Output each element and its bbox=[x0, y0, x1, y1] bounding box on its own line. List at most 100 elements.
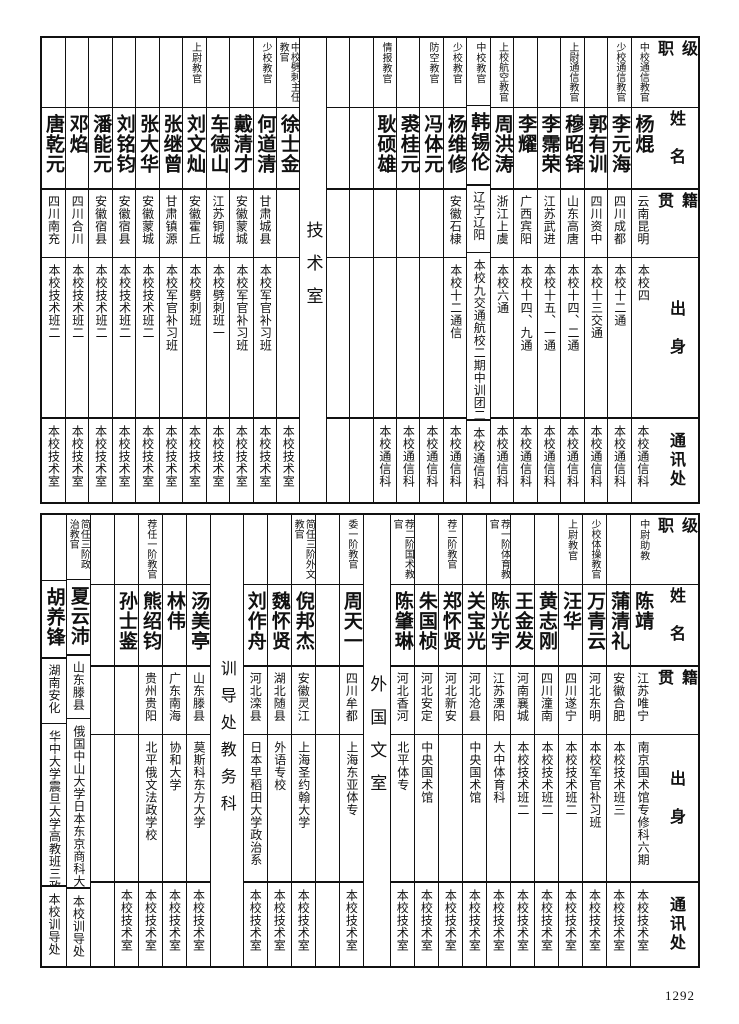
roster-column: 裘桂元 本校通信科 bbox=[396, 38, 420, 502]
cell-education-text: 南京国术馆专修科六期 bbox=[636, 741, 651, 866]
cell-origin-text: 辽宁辽阳 bbox=[471, 191, 486, 242]
cell-name: 徐士金 bbox=[276, 108, 300, 190]
cell-contact-text: 本校技术室 bbox=[167, 889, 182, 952]
cell-contact-text: 本校通信科 bbox=[448, 425, 463, 488]
cell-rank bbox=[136, 38, 159, 108]
cell-education-text: 本校军官补习班 bbox=[588, 741, 603, 829]
cell-origin: 山东滕县 bbox=[66, 656, 90, 719]
cell-origin-text: 安徽蒙城 bbox=[140, 195, 155, 245]
cell-contact-text: 本校通信科 bbox=[518, 425, 533, 488]
cell-contact: 本校通信科 bbox=[490, 418, 514, 502]
cell-origin-text: 四川南充 bbox=[46, 195, 61, 245]
cell-education-text: 本校技术班二 bbox=[94, 264, 109, 339]
cell-education: 上海东亚体专 bbox=[339, 735, 363, 882]
cell-rank-text: 荐一阶体育教官 bbox=[487, 519, 510, 579]
cell-contact bbox=[315, 882, 339, 966]
cell-origin: 四川遂宁 bbox=[558, 667, 582, 735]
cell-name-text: 刘铭钧 bbox=[113, 114, 136, 174]
cell-education-text: 中央国术馆 bbox=[467, 741, 482, 804]
cell-contact-text: 本校通信科 bbox=[635, 425, 650, 488]
cell-rank-text: 少校通信教官 bbox=[613, 42, 625, 102]
roster-column: 上校航空教官 周洪涛 浙江上虞 本校六通 本校通信科 bbox=[489, 38, 514, 502]
cell-origin: 河北安定 bbox=[414, 667, 438, 735]
cell-name: 邓焰 bbox=[65, 108, 89, 190]
cell-origin-text: 河北香河 bbox=[395, 672, 410, 722]
cell-education bbox=[397, 258, 420, 418]
cell-education-text: 本校技术班二 bbox=[563, 741, 578, 816]
cell-rank: 简任三阶政治教官 bbox=[66, 515, 90, 580]
cell-education bbox=[420, 258, 443, 418]
cell-origin: 山东高唐 bbox=[561, 190, 584, 258]
roster-column: 委一阶教官 周天一 四川牟都 上海东亚体专 本校技术室 bbox=[338, 515, 363, 966]
cell-name: 周洪涛 bbox=[490, 108, 514, 190]
cell-name-text: 陈光宇 bbox=[487, 591, 510, 651]
cell-rank-text: 上尉教官 bbox=[565, 519, 577, 561]
cell-education: 中央国术馆 bbox=[462, 735, 486, 882]
cell-rank-text: 上尉教官 bbox=[189, 42, 201, 84]
cell-origin: 安徽霍丘 bbox=[183, 190, 206, 258]
cell-education-text: 华中大学震旦大学高教班三政 bbox=[47, 729, 62, 887]
header-education-text: 出身 bbox=[667, 299, 686, 376]
roster-column: 戴清才 安徽蒙城 本校军官补习班 本校技术室 bbox=[229, 38, 253, 502]
cell-name-text: 黄志刚 bbox=[536, 591, 558, 651]
cell-origin: 四川资中 bbox=[584, 190, 608, 258]
cell-contact-text: 本校技术室 bbox=[563, 889, 578, 952]
roster-column: 黄志刚 四川潼南 本校技术班二 本校技术室 bbox=[533, 515, 558, 966]
cell-education-text: 大中体育科 bbox=[491, 741, 506, 804]
cell-origin: 河南襄城 bbox=[510, 667, 534, 735]
header-rank: 级职 bbox=[654, 515, 698, 585]
cell-origin-text: 四川遂宁 bbox=[563, 672, 578, 722]
cell-name: 魏怀贤 bbox=[267, 585, 291, 667]
roster-column: 防空教官 冯体元 本校通信科 bbox=[419, 38, 443, 502]
cell-name-text: 徐士金 bbox=[277, 114, 300, 174]
cell-education bbox=[276, 258, 300, 418]
cell-education-text: 俄国中山大学日本东京商科大学 bbox=[71, 724, 86, 889]
cell-name bbox=[90, 585, 114, 667]
cell-rank-text: 少校体操教官 bbox=[589, 519, 601, 579]
cell-name: 杨维修 bbox=[443, 108, 467, 190]
cell-name: 戴清才 bbox=[230, 108, 253, 190]
cell-rank bbox=[112, 38, 136, 108]
cell-origin: 江苏溧阳 bbox=[486, 667, 510, 735]
cell-name: 李霈荣 bbox=[537, 108, 561, 190]
cell-origin-text: 河北新安 bbox=[443, 672, 458, 722]
header-education: 出身 bbox=[654, 735, 698, 882]
roster-column: 汤美亭 山东滕县 莫斯科东方大学 本校技术室 bbox=[185, 515, 210, 966]
cell-origin-text: 贵州贵阳 bbox=[143, 672, 158, 722]
cell-rank: 上尉通信教官 bbox=[561, 38, 584, 108]
cell-education-text: 本校技术班二 bbox=[117, 264, 132, 339]
cell-education: 莫斯科东方大学 bbox=[186, 735, 210, 882]
cell-contact: 本校技术室 bbox=[390, 882, 414, 966]
cell-contact-text: 本校技术室 bbox=[70, 425, 85, 488]
roster-column: 荐二阶教官 郑怀贤 河北新安 本校技术室 bbox=[437, 515, 462, 966]
cell-contact: 本校技术室 bbox=[276, 418, 300, 502]
header-origin-text: 籍贯 bbox=[655, 669, 698, 707]
cell-name: 陈靖 bbox=[630, 585, 654, 667]
cell-education: 南京国术馆专修科六期 bbox=[630, 735, 654, 882]
cell-education: 本校十二通信 bbox=[443, 258, 467, 418]
cell-name-text: 魏怀贤 bbox=[268, 591, 291, 651]
cell-contact: 本校技术室 bbox=[253, 418, 276, 502]
cell-name-text: 耿硕雄 bbox=[374, 114, 397, 174]
cell-rank: 少校教官 bbox=[443, 38, 467, 108]
cell-rank bbox=[414, 515, 438, 585]
header-column: 级职 姓名 籍贯 出身 通讯处 bbox=[654, 38, 698, 502]
cell-rank bbox=[315, 515, 339, 585]
roster-column: 上尉教官 汪华 四川遂宁 本校技术班二 本校技术室 bbox=[557, 515, 582, 966]
cell-contact: 本校技术室 bbox=[534, 882, 558, 966]
cell-rank bbox=[510, 515, 534, 585]
cell-rank: 荐任一阶教官 bbox=[138, 515, 162, 585]
header-name-text: 姓名 bbox=[667, 587, 686, 663]
cell-name-text: 李耀 bbox=[515, 114, 537, 154]
cell-rank bbox=[65, 38, 89, 108]
cell-contact: 本校技术室 bbox=[606, 882, 630, 966]
cell-name-text: 倪邦杰 bbox=[292, 591, 315, 651]
cell-education: 本校技术班二 bbox=[65, 258, 89, 418]
roster-column: 张继曾 甘肃镇源 本校军官补习班 本校技术室 bbox=[158, 38, 183, 502]
section-label-训导处教务科: 训导处教务科 bbox=[209, 515, 243, 966]
cell-origin-text: 安徽合肥 bbox=[611, 672, 626, 722]
cell-name-text: 关宝光 bbox=[463, 591, 486, 651]
cell-name-text: 裘桂元 bbox=[397, 114, 420, 174]
cell-name-text: 王金发 bbox=[512, 591, 534, 651]
cell-rank: 少校教官 bbox=[253, 38, 276, 108]
